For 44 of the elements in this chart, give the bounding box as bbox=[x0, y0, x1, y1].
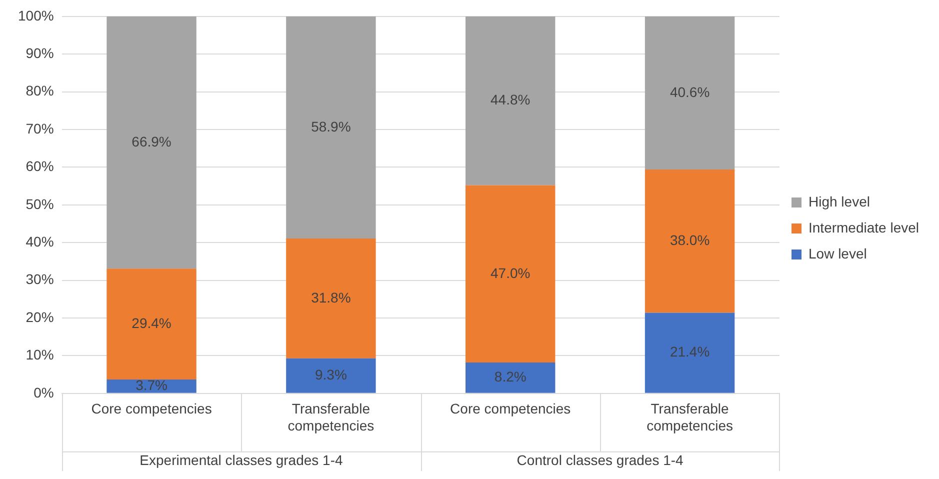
y-tick-label: 70% bbox=[26, 120, 54, 136]
bar bbox=[466, 16, 556, 186]
bar bbox=[466, 362, 556, 393]
legend-label: Low level bbox=[808, 245, 867, 262]
x-tick-label: Core competencies bbox=[450, 400, 571, 417]
text: 47.0% bbox=[490, 264, 530, 281]
text: 31.8% bbox=[311, 289, 351, 306]
text: 44.8% bbox=[490, 92, 530, 108]
y-tick-label: 20% bbox=[26, 308, 54, 325]
x-tick-label: Transferable competencies bbox=[288, 400, 374, 434]
bar bbox=[286, 358, 376, 393]
text: 9.3% bbox=[314, 366, 347, 382]
y-tick-label: 80% bbox=[26, 82, 54, 99]
bar bbox=[106, 16, 196, 269]
y-tick-label: 0% bbox=[34, 384, 54, 400]
y-tick-label: 100% bbox=[18, 7, 54, 24]
legend-label: Intermediate level bbox=[808, 219, 920, 236]
bar bbox=[644, 169, 735, 313]
legend-label: High level bbox=[808, 193, 870, 210]
y-tick-label: 90% bbox=[26, 44, 54, 61]
x-tick-label: Transferable competencies bbox=[646, 400, 733, 434]
text: 3.7% bbox=[136, 377, 168, 394]
bar bbox=[286, 238, 376, 358]
text: 21.4% bbox=[670, 344, 710, 360]
bar bbox=[286, 16, 376, 238]
y-tick-label: 50% bbox=[26, 196, 54, 212]
text: 58.9% bbox=[311, 118, 351, 134]
y-tick-label: 40% bbox=[26, 233, 54, 250]
x-tick-label: Core competencies bbox=[91, 400, 212, 417]
text: 29.4% bbox=[132, 314, 172, 331]
bar bbox=[466, 185, 556, 362]
text: Control classes grades 1-4 bbox=[516, 452, 684, 468]
bar bbox=[106, 268, 196, 380]
y-tick-label: 30% bbox=[26, 271, 54, 288]
text: 8.2% bbox=[494, 368, 526, 385]
y-tick-label: 60% bbox=[26, 158, 54, 174]
bar bbox=[644, 312, 735, 393]
text: 40.6% bbox=[670, 84, 710, 100]
bar bbox=[644, 16, 735, 170]
text: 66.9% bbox=[132, 133, 172, 150]
text: Experimental classes grades 1-4 bbox=[140, 452, 343, 468]
text: 38.0% bbox=[670, 232, 710, 248]
bar bbox=[106, 379, 196, 393]
y-tick-label: 10% bbox=[26, 346, 54, 363]
